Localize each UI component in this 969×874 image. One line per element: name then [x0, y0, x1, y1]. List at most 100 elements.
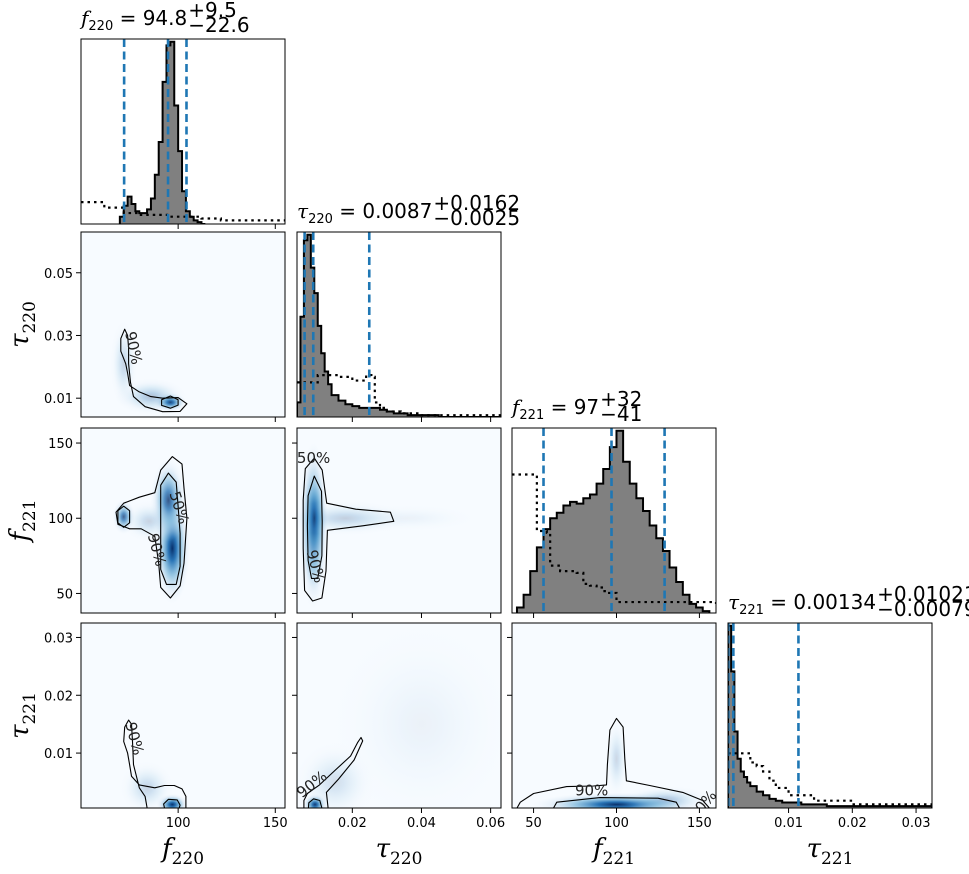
hist-bar [636, 498, 644, 613]
hist-bar [596, 483, 604, 613]
contour-line [123, 719, 187, 808]
hist-bar [788, 802, 802, 808]
marginal-title-f221: f221 = 97 [510, 395, 599, 423]
joint-panel-tau220_vs_f220: 90% [81, 232, 285, 417]
x-tick-label: 0.02 [838, 816, 867, 831]
joint-panel-f221_vs_f220: 50%90% [81, 428, 285, 613]
hist-bar [123, 205, 129, 224]
hist-panel-f221 [512, 428, 716, 613]
contour-label: 50% [297, 449, 330, 467]
title-minus: −41 [600, 402, 642, 426]
x-tick-label: 150 [263, 816, 288, 831]
title-minus: −22.6 [188, 13, 249, 37]
panel-frame [80, 427, 286, 614]
hist-bar [769, 798, 777, 808]
hist-bar [782, 802, 789, 808]
hist-bar [297, 402, 301, 417]
title-minus: −0.0025 [433, 206, 520, 230]
contour-line [302, 457, 395, 602]
y-tick-label: 0.01 [44, 747, 73, 762]
hist-bar [740, 771, 745, 808]
hist-bar [603, 469, 611, 613]
hist-bar [314, 293, 319, 417]
marginal-title-tau220: τ220 = 0.0087 [297, 199, 432, 227]
hist-bar [379, 409, 388, 417]
hist-bar [643, 510, 651, 613]
contour-line [516, 717, 710, 808]
hist-bar [345, 404, 353, 417]
hist-bar [324, 371, 329, 417]
density-blob [110, 320, 138, 407]
hist-bar [310, 267, 315, 417]
hist-bar [359, 407, 367, 417]
contour-label: 90% [575, 782, 608, 800]
hist-bar [523, 594, 531, 613]
contour-line [115, 456, 188, 599]
hist-bar [331, 395, 339, 417]
contour-line [307, 798, 323, 808]
hist-bar [317, 325, 322, 417]
hist-bar [162, 81, 167, 224]
x-axis-label-tau221: τ221 [807, 834, 854, 869]
x-axis-label-f221: f221 [591, 834, 635, 869]
hist-bar [352, 406, 360, 417]
hist-bar [696, 607, 704, 613]
hist-bar [393, 413, 402, 417]
y-tick-label: 0.05 [44, 267, 73, 282]
hist-bar [669, 567, 677, 613]
contour-line [303, 736, 364, 808]
marginal-title-tau221: τ221 = 0.00134 [728, 590, 876, 618]
hist-bar [747, 782, 751, 808]
panel-frame [296, 427, 502, 614]
contour-line [306, 475, 323, 579]
x-axis-label-f220: f220 [160, 834, 204, 869]
hist-bar [576, 503, 584, 613]
hist-bar [623, 461, 631, 613]
panel-frame [727, 622, 933, 809]
hist-bar [373, 407, 381, 417]
density-blob [336, 504, 480, 533]
joint-panel-tau221_vs_f220: 90% [81, 623, 285, 808]
x-tick-label: 0.04 [407, 816, 436, 831]
contour-line [117, 505, 131, 528]
prior-curve [728, 752, 932, 807]
hist-bar [174, 105, 179, 224]
hist-panel-f220 [81, 39, 285, 224]
panel-frame [296, 622, 502, 809]
hist-bar [150, 198, 156, 224]
hist-bar [728, 625, 732, 808]
density-blob [620, 786, 713, 808]
hist-bar [154, 174, 160, 224]
hist-bar [530, 571, 538, 613]
contour-line [552, 797, 681, 808]
hist-bar [338, 400, 346, 417]
hist-bar [734, 731, 738, 808]
x-tick-label: 0.06 [476, 816, 505, 831]
hist-bar [321, 353, 326, 417]
hist-bar [147, 209, 152, 224]
density-blob [122, 500, 176, 543]
title-plus: +32 [600, 387, 642, 411]
hist-bar [775, 800, 783, 808]
hist-bar [189, 216, 195, 224]
prior-curve [512, 473, 716, 604]
hist-bar [119, 216, 125, 224]
panel-frame [296, 231, 502, 418]
hist-bar [303, 240, 308, 417]
hist-outline [515, 429, 711, 613]
y-tick-label: 0.03 [44, 329, 73, 344]
title-plus: +9.5 [188, 0, 237, 22]
hist-bar [166, 45, 171, 224]
hist-bar [158, 141, 163, 224]
hist-bar [570, 501, 578, 613]
hist-bar [589, 494, 597, 613]
y-tick-label: 50 [56, 587, 73, 602]
panel-frame [511, 622, 717, 809]
hist-bar [737, 758, 742, 808]
hist-bar [307, 234, 312, 417]
hist-bar [386, 411, 395, 417]
y-axis-label-tau221: τ221 [5, 692, 40, 739]
contour-line [161, 395, 179, 409]
hist-panel-tau220 [297, 232, 501, 417]
hist-panel-tau221 [728, 623, 932, 808]
